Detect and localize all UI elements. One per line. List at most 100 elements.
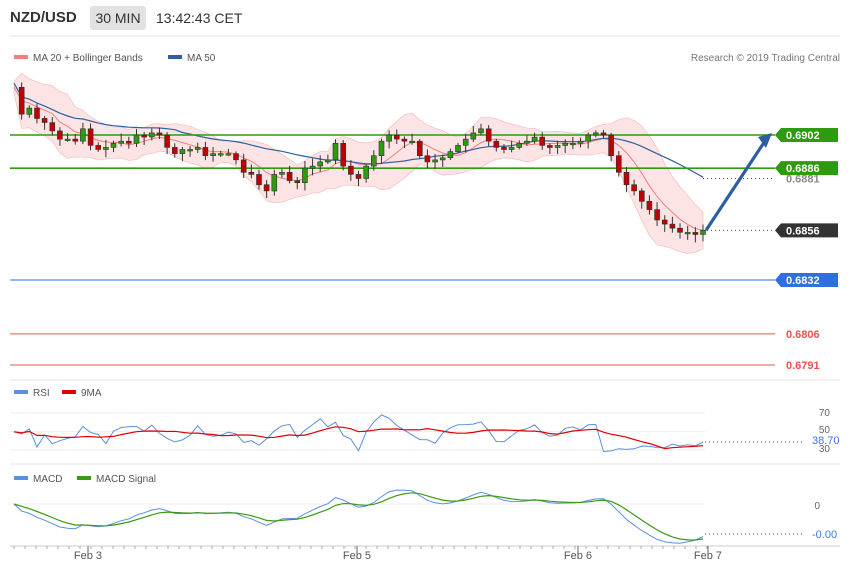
candle (355, 170, 362, 187)
candle-body-up (554, 145, 561, 148)
macd-current-label: -0.00 (812, 529, 837, 541)
candle (317, 155, 324, 172)
candle-body-up (103, 147, 109, 150)
candle (508, 140, 515, 153)
candle (393, 129, 400, 144)
candle (654, 202, 660, 227)
candle-body-up (210, 153, 216, 157)
candle (194, 142, 201, 153)
price-label-pivot-4: 0.6832 (775, 273, 838, 288)
candle-body-up (478, 128, 484, 134)
candle-body-down (263, 184, 270, 192)
candle (256, 169, 262, 190)
candle (585, 132, 592, 149)
candle-body-down (547, 145, 553, 148)
candle (179, 147, 186, 162)
candle-body-down (631, 184, 637, 192)
candle-body-up (524, 140, 530, 144)
candle-body-up (325, 159, 331, 163)
candle (26, 105, 33, 118)
candle-body-down (661, 219, 668, 225)
candle (386, 130, 392, 149)
candle (309, 158, 316, 176)
macd-signal-legend-label: MACD Signal (96, 474, 156, 485)
candle (370, 150, 377, 171)
candle-body-up (80, 128, 86, 142)
candle-body-down (355, 174, 362, 179)
ma20-legend-label: MA 20 + Bollinger Bands (33, 53, 143, 64)
candle-body-up (508, 147, 515, 150)
candle-body-up (332, 143, 339, 161)
projection-arrow-line (704, 140, 767, 232)
candle (669, 216, 676, 233)
price-label-support-5: 0.6806 (775, 326, 838, 341)
candle (562, 139, 569, 153)
candle (462, 133, 469, 153)
candle-body-down (608, 134, 614, 157)
candle-body-down (286, 172, 293, 181)
rsi-tick-30: 30 (819, 444, 831, 455)
candle-body-down (654, 209, 660, 221)
candle-body-up (470, 132, 477, 140)
candle-body-down (18, 87, 25, 115)
candle (478, 123, 484, 136)
candle (271, 169, 278, 196)
candle (294, 176, 301, 190)
candle-body-up (531, 136, 538, 142)
candle-body-up (370, 155, 377, 167)
x-label-feb7: Feb 7 (694, 550, 722, 562)
price-label-box (775, 358, 838, 372)
candle-body-up (378, 140, 385, 156)
candle (126, 136, 132, 149)
candle (118, 133, 124, 147)
candle (332, 139, 339, 165)
candle-body-down (401, 138, 408, 142)
candle-body-up (386, 134, 392, 142)
credit-text: Research © 2019 Trading Central (691, 53, 840, 64)
candle (149, 128, 155, 141)
candle (72, 134, 79, 145)
candle-body-up (585, 134, 592, 142)
candle (432, 153, 438, 170)
rsi-tick-70: 70 (819, 408, 831, 419)
candle (141, 131, 147, 145)
candle-body-down (87, 128, 94, 146)
candle (439, 154, 446, 167)
symbol-label: NZD/USD (10, 9, 77, 26)
candle (279, 168, 285, 178)
candle (202, 141, 209, 161)
candle (80, 122, 86, 145)
candle (631, 179, 637, 196)
candle (577, 137, 584, 148)
candle-body-up (363, 165, 370, 179)
candle (516, 140, 523, 150)
x-label-feb3: Feb 3 (74, 550, 102, 562)
candle-body-down (164, 134, 170, 148)
candle (409, 133, 415, 145)
candle-body-up (118, 140, 124, 144)
candle (57, 127, 63, 146)
candle-body-up (462, 138, 469, 146)
ma50-legend-label: MA 50 (187, 53, 216, 64)
candle-body-down (669, 223, 676, 229)
price-label-resistance-1: 0.6886 (775, 161, 838, 175)
price-label-current-3: 0.6856 (775, 223, 838, 238)
timeframe-button[interactable]: 30 MIN (90, 6, 146, 30)
candle (41, 115, 48, 130)
candle-body-down (638, 190, 645, 202)
candle (348, 159, 354, 181)
candle (240, 153, 247, 179)
candle-body-down (202, 147, 209, 156)
candle-body-down (623, 172, 630, 186)
candle (95, 142, 101, 152)
price-label-support-6: 0.6791 (775, 358, 838, 372)
macd-tick-0: 0 (814, 501, 820, 512)
candle-body-down (539, 136, 546, 146)
macd-signal-legend-swatch (77, 476, 91, 480)
candle-body-up (194, 147, 201, 150)
candle-body-up (217, 153, 224, 156)
candle (302, 161, 308, 191)
candle-body-down (340, 143, 347, 167)
candle (103, 139, 109, 158)
